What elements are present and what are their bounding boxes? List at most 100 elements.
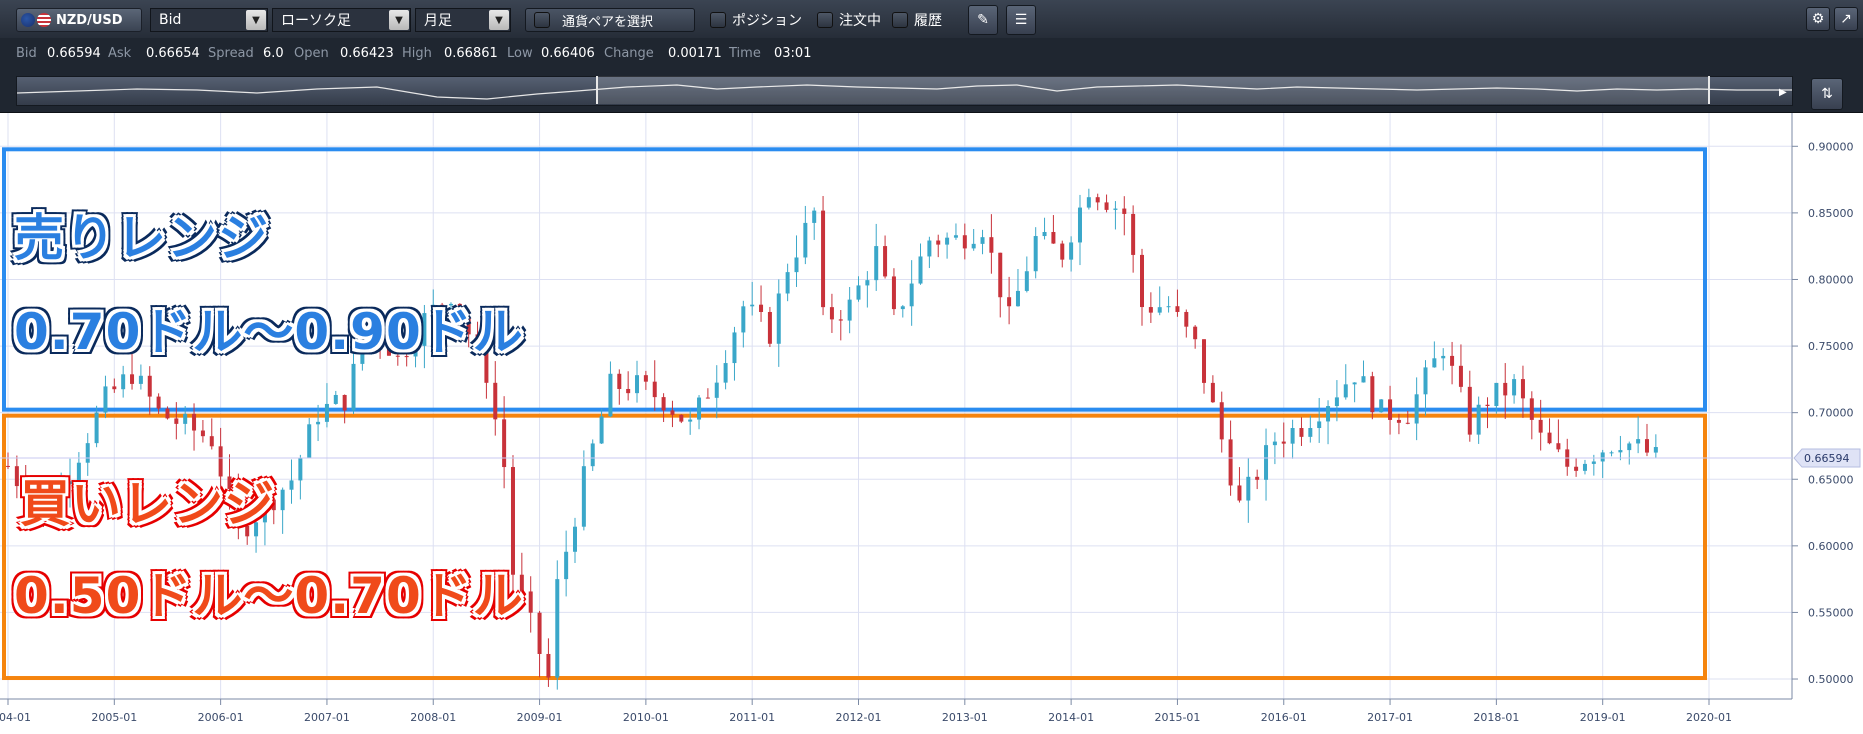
candle-down <box>1202 339 1207 383</box>
order-checkbox[interactable] <box>817 12 833 28</box>
candle-up <box>1361 376 1366 383</box>
candle-down <box>245 525 250 537</box>
candle-up <box>1352 382 1357 385</box>
symbol-selector[interactable]: NZD/USD <box>16 8 142 32</box>
period-value: 月足 <box>424 13 452 29</box>
candle-down <box>626 388 631 394</box>
x-tick-label: 2012-01 <box>836 711 882 724</box>
bid-label: Bid <box>16 46 37 61</box>
candle-down <box>1255 476 1260 480</box>
candle-down <box>537 612 542 654</box>
settings-button[interactable]: ⚙ <box>1806 7 1830 31</box>
candle-up <box>812 210 817 223</box>
chevron-down-icon: ▼ <box>246 10 266 30</box>
current-price-label: 0.66594 <box>1804 452 1850 465</box>
chart-edit-icon: ✎ <box>977 12 989 28</box>
candle-up <box>697 397 702 420</box>
y-tick-label: 0.90000 <box>1808 140 1854 153</box>
x-tick-label: 2015-01 <box>1154 711 1200 724</box>
candle-up <box>1494 382 1499 407</box>
candle-down <box>1237 485 1242 501</box>
period-dropdown[interactable]: 月足 ▼ <box>415 8 511 32</box>
chart-type-value: ローソク足 <box>281 13 351 29</box>
navigator-strip[interactable]: ▶ <box>16 76 1793 106</box>
y-axis: 0.90000 0.85000 0.80000 0.75000 0.70000 0.650… <box>1791 113 1863 734</box>
price-type-dropdown[interactable]: Bid ▼ <box>150 8 268 32</box>
candle-up <box>723 363 728 383</box>
candle-up <box>85 443 90 463</box>
navigator-expand-button[interactable]: ⇅ <box>1811 78 1843 110</box>
pair-select-checkbox[interactable] <box>534 12 550 28</box>
candle-down <box>1370 376 1375 413</box>
x-tick-label: 2005-01 <box>91 711 137 724</box>
range-bands <box>2 147 1707 681</box>
order-toggle[interactable]: 注文中 <box>817 8 881 32</box>
candle-down <box>174 418 179 424</box>
candle-up <box>1246 476 1251 501</box>
x-tick-label: 2016-01 <box>1261 711 1307 724</box>
x-tick-label: 2017-01 <box>1367 711 1413 724</box>
candle-up <box>333 394 338 404</box>
candle-down <box>23 486 28 504</box>
candle-down <box>936 240 941 245</box>
candle-down <box>1467 386 1472 435</box>
candle-up <box>900 306 905 310</box>
candle-down <box>679 414 684 422</box>
price-chart[interactable]: 0.90000 0.85000 0.80000 0.75000 0.70000 0.650… <box>0 113 1863 734</box>
candle-up <box>59 484 64 510</box>
candle-up <box>324 403 329 422</box>
popout-button[interactable]: ↗ <box>1834 7 1858 31</box>
candle-up <box>581 466 586 527</box>
candle-up <box>1069 242 1074 260</box>
candle-down <box>519 574 524 592</box>
candle-up <box>413 345 418 357</box>
candle-down <box>652 381 657 398</box>
external-link-icon: ↗ <box>1840 11 1852 27</box>
candle-down <box>1538 419 1543 433</box>
navigator-window[interactable] <box>596 76 1710 104</box>
candle-up <box>971 243 976 249</box>
position-checkbox[interactable] <box>710 12 726 28</box>
candle-up <box>1423 367 1428 395</box>
x-tick-label: 2018-01 <box>1473 711 1519 724</box>
gear-icon: ⚙ <box>1811 11 1825 27</box>
navigator-right-arrow-icon[interactable]: ▶ <box>1779 87 1787 98</box>
candle-up <box>794 257 799 273</box>
open-label: Open <box>294 46 329 61</box>
candle-down <box>440 304 445 306</box>
candle-down <box>156 396 161 409</box>
candle-down <box>200 430 205 437</box>
candle-up <box>1015 290 1020 307</box>
candle-up <box>1264 445 1269 480</box>
candle-down <box>1450 355 1455 366</box>
pair-select-button[interactable]: 通貨ペアを選択 <box>525 8 695 32</box>
usd-flag-icon <box>37 13 51 27</box>
history-checkbox[interactable] <box>892 12 908 28</box>
ask-value: 0.66654 <box>146 46 200 61</box>
candle-up <box>1653 447 1658 453</box>
x-tick-label: 2013-01 <box>942 711 988 724</box>
x-axis-panel <box>0 699 1792 734</box>
candle-up <box>980 237 985 244</box>
candle-up <box>785 272 790 294</box>
candle-down <box>165 408 170 419</box>
time-label: Time <box>729 46 761 61</box>
position-toggle[interactable]: ポジション <box>710 8 802 32</box>
history-toggle[interactable]: 履歴 <box>892 8 942 32</box>
candle-down <box>1210 382 1215 403</box>
candle-up <box>564 551 569 580</box>
candle-down <box>705 397 710 399</box>
candle-up <box>945 237 950 245</box>
candle-up <box>307 424 312 458</box>
chart-type-dropdown[interactable]: ローソク足 ▼ <box>272 8 411 32</box>
candle-up <box>732 332 737 364</box>
chart-list-button[interactable]: ☰ <box>1006 5 1036 35</box>
candle-up <box>1317 421 1322 429</box>
candle-down <box>1405 422 1410 424</box>
candle-up <box>262 499 267 523</box>
candle-up <box>103 386 108 413</box>
x-tick-label: 2010-01 <box>623 711 669 724</box>
candle-down <box>386 339 391 356</box>
spread-value: 6.0 <box>263 46 284 61</box>
chart-settings-button[interactable]: ✎ <box>968 5 998 35</box>
